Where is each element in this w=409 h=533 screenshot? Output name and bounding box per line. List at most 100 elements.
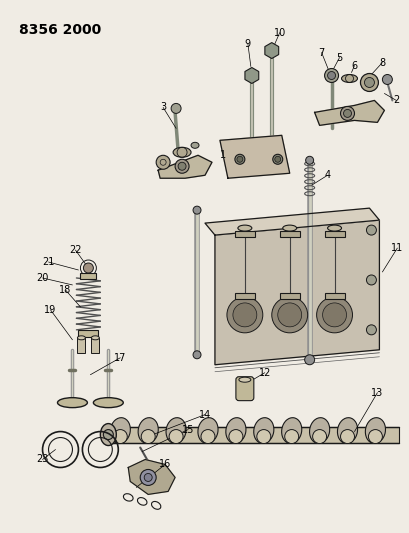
Circle shape [103, 430, 113, 440]
Circle shape [324, 69, 338, 83]
Circle shape [272, 154, 282, 164]
Text: 5: 5 [336, 53, 342, 62]
Circle shape [366, 275, 375, 285]
Circle shape [193, 351, 200, 359]
Polygon shape [158, 155, 211, 178]
Text: 3: 3 [160, 102, 166, 112]
Circle shape [171, 103, 181, 114]
Circle shape [144, 473, 152, 481]
Bar [279, 293, 299, 299]
Circle shape [141, 430, 155, 443]
Text: 23: 23 [36, 455, 49, 464]
Circle shape [366, 225, 375, 235]
Circle shape [316, 297, 352, 333]
Ellipse shape [77, 336, 85, 340]
Text: 8: 8 [378, 58, 384, 68]
Text: 11: 11 [390, 243, 402, 253]
Bar [279, 231, 299, 237]
Bar [105, 426, 398, 442]
Polygon shape [204, 208, 378, 235]
Circle shape [382, 75, 391, 84]
Polygon shape [219, 135, 289, 178]
Circle shape [364, 77, 373, 87]
Circle shape [304, 355, 314, 365]
Text: 1: 1 [219, 150, 225, 160]
Polygon shape [128, 459, 175, 495]
Bar [77, 338, 85, 353]
Circle shape [277, 303, 301, 327]
Bar [78, 330, 98, 337]
Text: 7: 7 [318, 47, 324, 58]
Bar [91, 338, 99, 353]
Text: 12: 12 [258, 368, 270, 378]
Circle shape [312, 430, 326, 443]
Ellipse shape [341, 75, 357, 83]
Ellipse shape [364, 418, 384, 443]
Bar [324, 293, 344, 299]
Text: 21: 21 [42, 257, 54, 267]
Text: 13: 13 [371, 387, 382, 398]
Circle shape [234, 154, 244, 164]
Circle shape [113, 430, 127, 443]
Circle shape [140, 470, 156, 486]
Ellipse shape [57, 398, 87, 408]
Circle shape [368, 430, 382, 443]
Bar [234, 231, 254, 237]
Ellipse shape [309, 418, 329, 443]
Circle shape [284, 430, 298, 443]
Circle shape [322, 303, 346, 327]
Ellipse shape [100, 424, 116, 446]
Circle shape [366, 325, 375, 335]
Text: 8356 2000: 8356 2000 [18, 22, 101, 37]
Circle shape [200, 430, 214, 443]
Bar [324, 231, 344, 237]
Polygon shape [314, 100, 384, 125]
Text: 14: 14 [198, 410, 211, 419]
Ellipse shape [225, 418, 245, 443]
Ellipse shape [337, 418, 357, 443]
Text: 10: 10 [273, 28, 285, 38]
Ellipse shape [191, 142, 198, 148]
Ellipse shape [91, 336, 99, 340]
Text: 4: 4 [324, 170, 330, 180]
Circle shape [193, 206, 200, 214]
Circle shape [343, 109, 351, 117]
Circle shape [156, 155, 170, 169]
Text: 15: 15 [182, 425, 194, 434]
Circle shape [340, 430, 354, 443]
Ellipse shape [138, 418, 158, 443]
Circle shape [175, 159, 189, 173]
Text: 16: 16 [159, 459, 171, 470]
Circle shape [226, 297, 262, 333]
Circle shape [271, 297, 307, 333]
Ellipse shape [93, 398, 123, 408]
Text: 18: 18 [59, 285, 72, 295]
Circle shape [305, 156, 313, 164]
Circle shape [169, 430, 183, 443]
Ellipse shape [110, 418, 130, 443]
Circle shape [340, 107, 354, 120]
Circle shape [228, 430, 242, 443]
Ellipse shape [237, 225, 251, 231]
Ellipse shape [253, 418, 273, 443]
Bar [234, 293, 254, 299]
Text: 17: 17 [114, 353, 126, 363]
Ellipse shape [198, 418, 218, 443]
Circle shape [236, 156, 242, 162]
Text: 6: 6 [351, 61, 357, 70]
Polygon shape [214, 220, 378, 365]
Circle shape [232, 303, 256, 327]
Circle shape [83, 263, 93, 273]
Bar [80, 273, 96, 279]
Ellipse shape [173, 147, 191, 157]
Text: 2: 2 [392, 95, 398, 106]
Text: 19: 19 [44, 305, 56, 315]
Text: 22: 22 [69, 245, 81, 255]
Circle shape [327, 71, 335, 79]
Circle shape [360, 74, 378, 92]
Ellipse shape [282, 225, 296, 231]
Circle shape [256, 430, 270, 443]
Ellipse shape [281, 418, 301, 443]
Ellipse shape [166, 418, 186, 443]
Circle shape [274, 156, 280, 162]
